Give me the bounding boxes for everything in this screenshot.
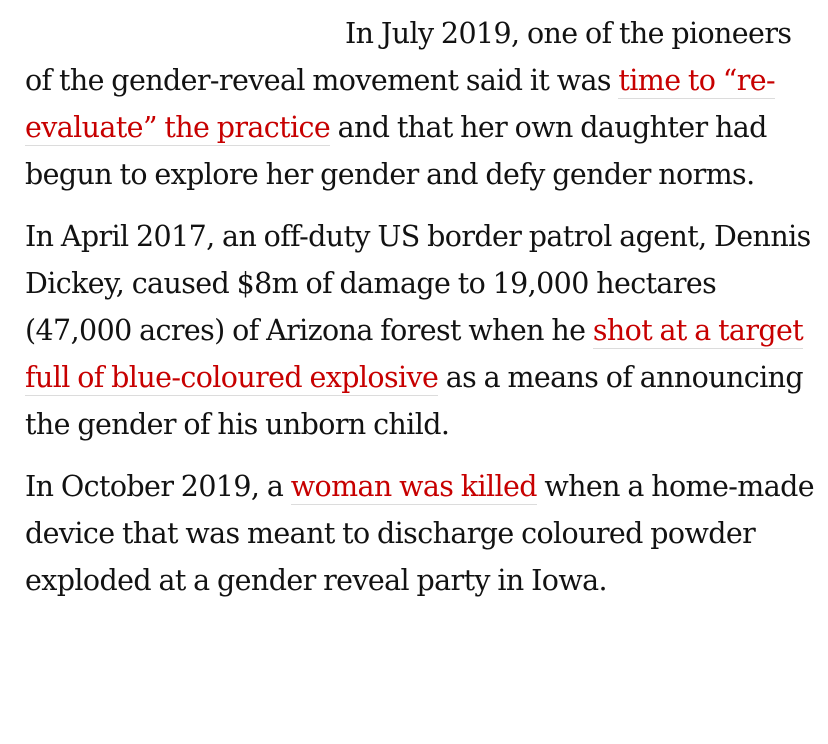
paragraph-text: In October 2019, a [25,470,291,503]
paragraph-text: as a means of announcing the gender of h… [25,361,804,441]
paragraph-text: In July 2019, one of the pioneers of the… [25,17,792,97]
link-woman-killed[interactable]: woman was killed [290,470,538,505]
paragraph-text: and that her own daughter had begun to e… [25,111,767,191]
paragraph-text: In April 2017, an off-duty US border pat… [25,220,811,347]
paragraph-arizona-forest: In April 2017, an off-duty US border pat… [25,213,815,448]
paragraph-text: when a home-made device that was meant t… [25,470,815,597]
article-body: In July 2019, one of the pioneers of the… [25,10,815,619]
link-blue-explosive-target[interactable]: shot at a target full of blue-coloured e… [25,314,804,396]
paragraph-gender-reveal-pioneer: In July 2019, one of the pioneers of the… [25,10,815,198]
paragraph-iowa-party: In October 2019, a woman was killed when… [25,463,815,604]
link-re-evaluate-practice[interactable]: time to “re-evaluate” the practice [25,64,776,146]
